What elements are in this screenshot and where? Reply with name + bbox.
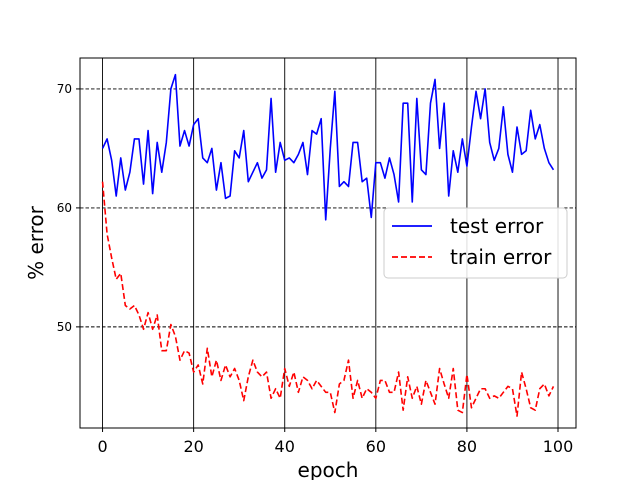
legend: test error train error [383, 207, 568, 279]
series-lines [101, 73, 555, 417]
x-tick-label: 100 [543, 437, 574, 456]
x-axis-title: epoch [298, 458, 359, 480]
x-tick-label: 20 [183, 437, 203, 456]
test-error-line [101, 73, 555, 221]
train-error-line [101, 181, 555, 417]
y-axis-title: % error [24, 205, 48, 280]
x-tick-label: 0 [97, 437, 107, 456]
x-tick-label: 40 [275, 437, 295, 456]
y-tick-label: 70 [57, 82, 72, 96]
x-tick-label: 80 [457, 437, 477, 456]
y-tick-label: 50 [57, 320, 72, 334]
plot-frame [79, 57, 577, 429]
legend-label: train error [450, 245, 552, 269]
x-tick-label: 60 [366, 437, 386, 456]
y-tick-label: 60 [57, 201, 72, 215]
axis-ticks: 0 20 40 60 80 100 50 60 70 [57, 82, 574, 456]
legend-label: test error [450, 214, 544, 238]
